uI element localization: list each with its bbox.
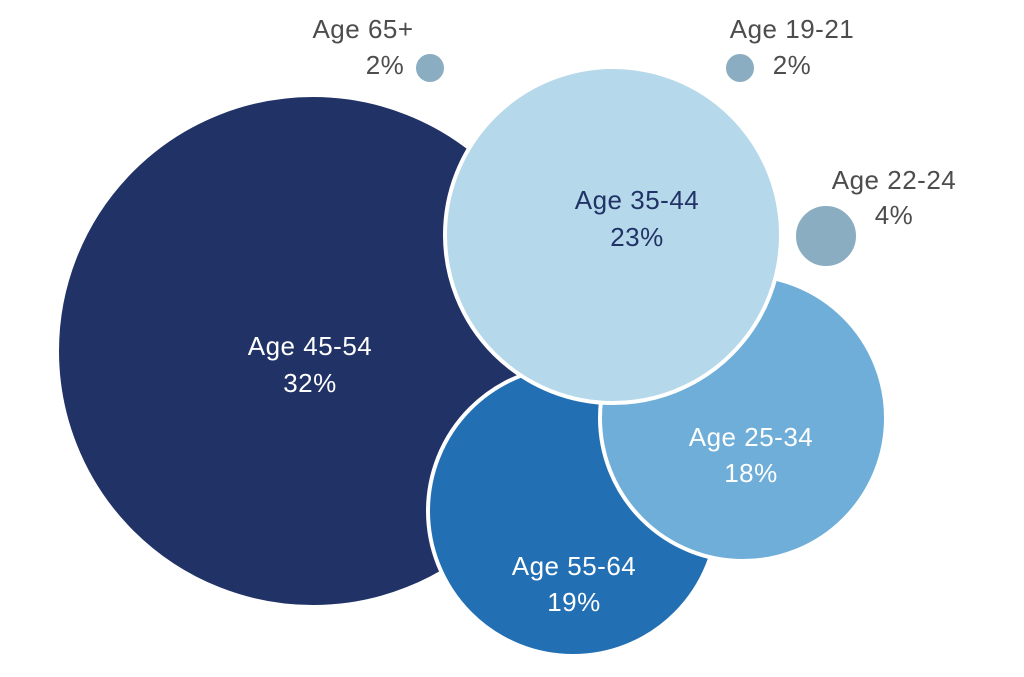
value-age-25-34: 18%: [724, 458, 778, 488]
label-age-65-: Age 65+: [312, 14, 413, 44]
bubble-age-19-21: [722, 50, 758, 86]
bubble-age-65-: [412, 50, 448, 86]
value-age-35-44: 23%: [610, 222, 664, 252]
label-age-45-54: Age 45-54: [248, 331, 372, 361]
label-age-25-34: Age 25-34: [689, 422, 813, 452]
value-age-65-: 2%: [366, 50, 405, 80]
value-age-55-64: 19%: [547, 587, 601, 617]
bubble-age-22-24: [792, 202, 860, 270]
label-age-55-64: Age 55-64: [512, 551, 636, 581]
value-age-19-21: 2%: [773, 50, 812, 80]
bubble-labels: Age 45-54 32% Age 35-44 23% Age 55-64 19% Age …: [248, 14, 956, 617]
value-age-45-54: 32%: [283, 368, 337, 398]
bubbles: [55, 50, 888, 658]
label-age-22-24: Age 22-24: [832, 165, 956, 195]
label-age-35-44: Age 35-44: [575, 185, 699, 215]
label-age-19-21: Age 19-21: [730, 14, 854, 44]
bubble-age-35-44: [443, 65, 783, 405]
value-age-22-24: 4%: [875, 200, 914, 230]
